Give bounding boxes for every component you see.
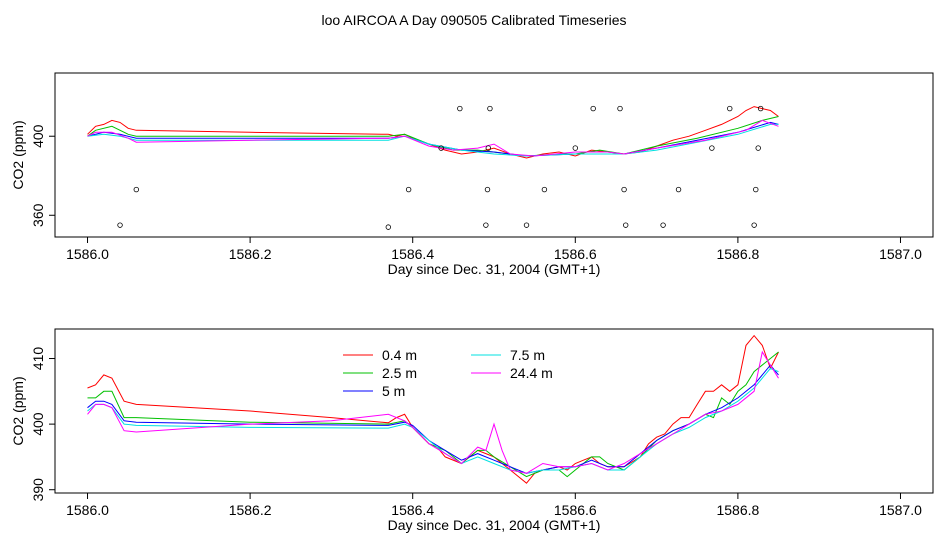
data-point (385, 224, 392, 230)
x-tick-label: 1586.0 (66, 246, 109, 262)
data-point (541, 186, 548, 193)
series-line (87, 119, 779, 157)
data-point (660, 222, 666, 228)
data-point (405, 186, 412, 193)
data-point (484, 186, 491, 193)
series-line (87, 367, 779, 474)
data-point (755, 145, 761, 151)
legend-label: 5 m (382, 383, 405, 399)
x-tick-label: 1586.8 (716, 246, 759, 262)
data-point (487, 105, 493, 112)
data-point (483, 222, 489, 228)
data-point (623, 222, 629, 228)
legend-label: 24.4 m (510, 365, 553, 381)
series-line (87, 350, 779, 474)
y-tick-label: 360 (30, 203, 46, 227)
data-point (523, 222, 530, 228)
plot-frame (54, 72, 934, 238)
data-point (675, 186, 682, 193)
x-tick-label: 1586.8 (716, 502, 759, 518)
x-tick-label: 1586.4 (391, 502, 434, 518)
data-point (727, 105, 733, 112)
data-point (621, 186, 627, 193)
data-point (751, 222, 757, 228)
data-point (590, 105, 596, 112)
plot-frame (54, 328, 934, 494)
chart-title: loo AIRCOA A Day 090505 Calibrated Times… (321, 12, 626, 28)
data-point (485, 145, 492, 151)
x-tick-label: 1586.2 (229, 502, 272, 518)
x-tick-label: 1587.0 (879, 246, 922, 262)
data-point (117, 222, 123, 228)
data-point (438, 145, 444, 151)
x-tick-label: 1586.2 (229, 246, 272, 262)
data-point (572, 145, 578, 151)
data-point (457, 105, 463, 112)
y-axis-label: CO2 (ppm) (10, 376, 26, 445)
series-line (87, 334, 779, 484)
chart-panel-top: 1586.0 1586.2 1586.4 1586.6 1586.8 1587.0 360 4… (10, 72, 934, 277)
y-axis-label: CO2 (ppm) (10, 120, 26, 189)
data-point (133, 186, 139, 193)
x-tick-label: 1586.0 (66, 502, 109, 518)
chart-panel-bottom: 1586.0 1586.2 1586.4 1586.6 1586.8 1587.0 390 4… (10, 328, 934, 533)
legend-label: 0.4 m (382, 347, 417, 363)
x-tick-label: 1586.4 (391, 246, 434, 262)
series-line (87, 351, 779, 478)
x-tick-label: 1587.0 (879, 502, 922, 518)
series-line (87, 364, 779, 474)
y-tick-label: 400 (30, 124, 46, 148)
legend-label: 2.5 m (382, 365, 417, 381)
data-point (757, 105, 764, 112)
x-tick-label: 1586.6 (554, 246, 597, 262)
data-point (709, 145, 715, 151)
series-line (87, 106, 779, 159)
data-point (617, 105, 623, 112)
series-line (87, 116, 779, 157)
x-axis-label: Day since Dec. 31, 2004 (GMT+1) (388, 261, 601, 277)
y-tick-label: 390 (30, 478, 46, 502)
data-point (753, 186, 759, 193)
series-line (87, 121, 779, 157)
x-axis-label: Day since Dec. 31, 2004 (GMT+1) (388, 517, 601, 533)
legend-label: 7.5 m (510, 347, 545, 363)
x-tick-label: 1586.6 (554, 502, 597, 518)
y-tick-label: 410 (30, 347, 46, 371)
y-tick-label: 400 (30, 412, 46, 436)
